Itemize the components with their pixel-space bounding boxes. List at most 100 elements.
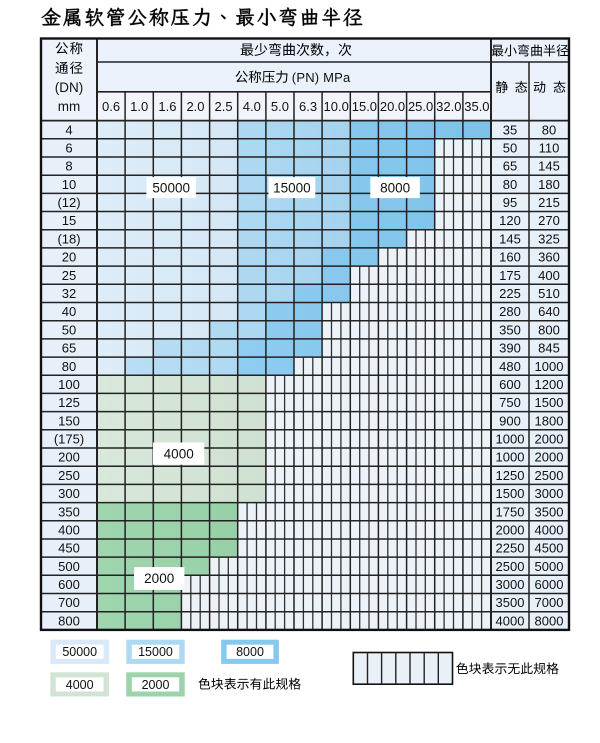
- svg-text:800: 800: [58, 613, 80, 628]
- svg-text:390: 390: [499, 341, 521, 356]
- svg-text:150: 150: [58, 413, 80, 428]
- svg-text:600: 600: [58, 577, 80, 592]
- svg-text:1.0: 1.0: [130, 99, 148, 114]
- svg-text:4.0: 4.0: [243, 99, 261, 114]
- svg-text:15.0: 15.0: [352, 99, 377, 114]
- svg-text:200: 200: [58, 450, 80, 465]
- svg-text:6000: 6000: [535, 577, 564, 592]
- svg-text:1200: 1200: [535, 377, 564, 392]
- svg-text:7000: 7000: [535, 595, 564, 610]
- svg-text:360: 360: [538, 250, 560, 265]
- svg-text:32: 32: [62, 286, 76, 301]
- svg-text:10: 10: [62, 177, 76, 192]
- svg-text:3500: 3500: [496, 595, 525, 610]
- svg-text:80: 80: [542, 122, 556, 137]
- svg-text:0.6: 0.6: [102, 99, 120, 114]
- svg-text:8000: 8000: [380, 180, 410, 195]
- svg-text:1500: 1500: [535, 395, 564, 410]
- svg-text:3000: 3000: [496, 577, 525, 592]
- svg-text:5.0: 5.0: [271, 99, 289, 114]
- svg-text:280: 280: [499, 304, 521, 319]
- svg-text:600: 600: [499, 377, 521, 392]
- svg-text:(DN): (DN): [55, 80, 84, 95]
- svg-text:(175): (175): [54, 432, 84, 447]
- svg-text:1.6: 1.6: [158, 99, 176, 114]
- svg-text:1000: 1000: [496, 432, 525, 447]
- svg-text:(18): (18): [57, 231, 80, 246]
- svg-text:480: 480: [499, 359, 521, 374]
- svg-text:20: 20: [62, 250, 76, 265]
- svg-text:1800: 1800: [535, 413, 564, 428]
- svg-text:50: 50: [62, 322, 76, 337]
- svg-text:2000: 2000: [496, 523, 525, 538]
- svg-text:350: 350: [58, 504, 80, 519]
- svg-text:mm: mm: [58, 99, 81, 114]
- svg-text:270: 270: [538, 213, 560, 228]
- svg-text:(12): (12): [57, 195, 80, 210]
- svg-text:2250: 2250: [496, 541, 525, 556]
- svg-text:32.0: 32.0: [436, 99, 461, 114]
- svg-text:2000: 2000: [535, 450, 564, 465]
- svg-text:145: 145: [538, 159, 560, 174]
- svg-text:35.0: 35.0: [464, 99, 489, 114]
- svg-text:4: 4: [65, 122, 72, 137]
- svg-text:400: 400: [58, 523, 80, 538]
- svg-text:160: 160: [499, 250, 521, 265]
- svg-text:1000: 1000: [535, 359, 564, 374]
- svg-text:110: 110: [539, 141, 560, 156]
- svg-text:145: 145: [499, 231, 521, 246]
- svg-text:50000: 50000: [152, 180, 190, 195]
- svg-text:5000: 5000: [535, 559, 564, 574]
- svg-text:6.3: 6.3: [299, 99, 317, 114]
- svg-text:400: 400: [538, 268, 560, 283]
- svg-text:95: 95: [503, 195, 517, 210]
- svg-text:1750: 1750: [496, 504, 525, 519]
- svg-text:25.0: 25.0: [408, 99, 433, 114]
- svg-text:40: 40: [62, 304, 76, 319]
- svg-text:700: 700: [58, 595, 80, 610]
- svg-text:8000: 8000: [236, 645, 264, 659]
- svg-text:4500: 4500: [535, 541, 564, 556]
- svg-text:2.5: 2.5: [215, 99, 233, 114]
- svg-text:325: 325: [538, 231, 560, 246]
- svg-text:65: 65: [503, 159, 517, 174]
- svg-text:15000: 15000: [273, 180, 311, 195]
- svg-text:(PN) MPa: (PN) MPa: [292, 70, 351, 85]
- svg-text:2500: 2500: [496, 559, 525, 574]
- svg-text:25: 25: [62, 268, 76, 283]
- svg-text:1000: 1000: [496, 450, 525, 465]
- svg-text:15000: 15000: [138, 645, 173, 659]
- svg-text:4000: 4000: [66, 678, 94, 692]
- svg-text:225: 225: [499, 286, 521, 301]
- svg-text:6: 6: [65, 141, 72, 156]
- svg-text:900: 900: [499, 413, 521, 428]
- svg-text:450: 450: [58, 541, 80, 556]
- svg-text:50000: 50000: [62, 645, 97, 659]
- svg-text:180: 180: [538, 177, 560, 192]
- svg-text:4000: 4000: [496, 613, 525, 628]
- svg-text:2000: 2000: [144, 571, 174, 586]
- svg-text:3500: 3500: [535, 504, 564, 519]
- svg-text:500: 500: [58, 559, 80, 574]
- svg-text:2000: 2000: [535, 432, 564, 447]
- svg-text:35: 35: [503, 122, 517, 137]
- svg-text:250: 250: [58, 468, 80, 483]
- svg-text:125: 125: [58, 395, 80, 410]
- svg-text:300: 300: [58, 486, 80, 501]
- svg-text:845: 845: [538, 341, 560, 356]
- svg-text:65: 65: [62, 341, 76, 356]
- svg-text:80: 80: [62, 359, 76, 374]
- svg-text:2000: 2000: [142, 678, 170, 692]
- svg-text:8: 8: [65, 159, 72, 174]
- svg-text:20.0: 20.0: [380, 99, 405, 114]
- svg-text:4000: 4000: [535, 523, 564, 538]
- svg-text:8000: 8000: [535, 613, 564, 628]
- svg-text:2500: 2500: [535, 468, 564, 483]
- svg-text:750: 750: [499, 395, 521, 410]
- svg-text:640: 640: [538, 304, 560, 319]
- svg-text:1250: 1250: [496, 468, 525, 483]
- svg-text:100: 100: [58, 377, 80, 392]
- svg-text:50: 50: [503, 141, 517, 156]
- svg-text:215: 215: [538, 195, 560, 210]
- svg-text:1500: 1500: [496, 486, 525, 501]
